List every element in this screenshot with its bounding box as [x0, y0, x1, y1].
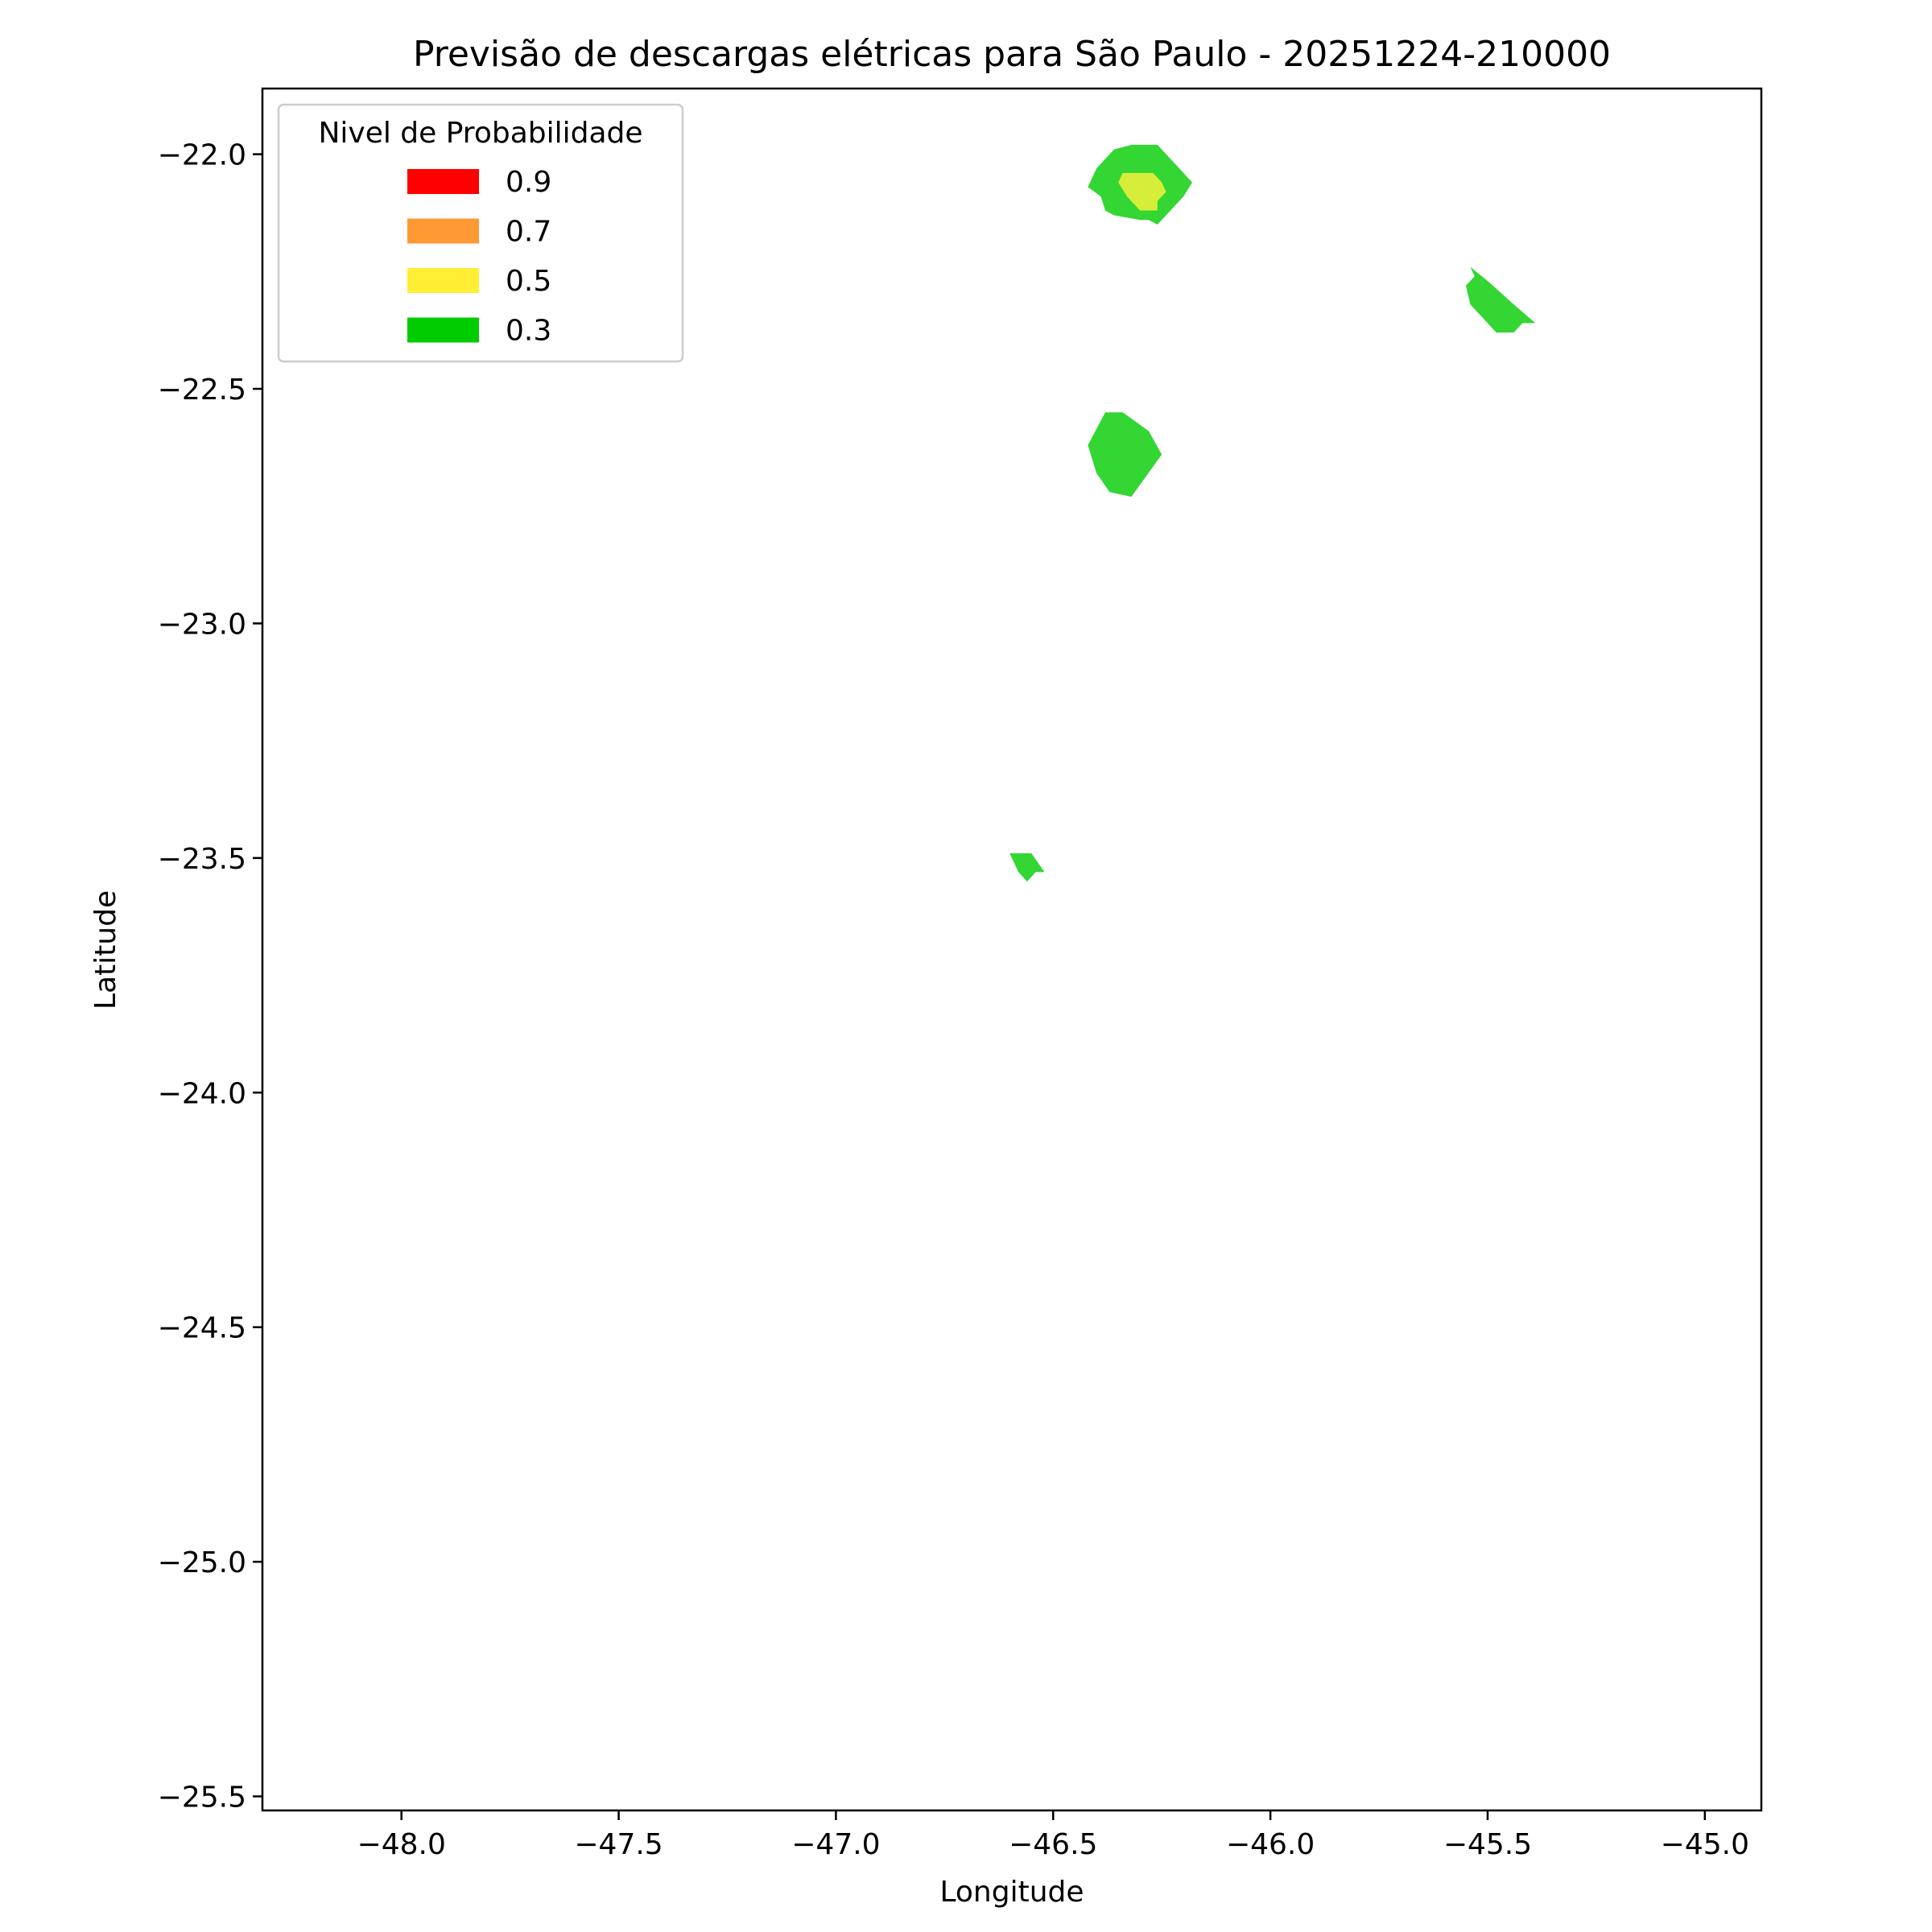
x-tick-label: −45.0: [1661, 1828, 1749, 1861]
y-tick-label: −24.5: [158, 1312, 246, 1345]
x-tick-label: −47.0: [791, 1828, 880, 1861]
plot-frame: [261, 87, 1763, 1812]
y-tick-label: −22.0: [158, 139, 246, 172]
legend-title: Nivel de Probabilidade: [318, 117, 642, 150]
contour-region-2: [1466, 266, 1536, 333]
legend-swatch: [407, 317, 479, 343]
legend: Nivel de Probabilidade 0.9 0.7 0.5 0.3: [277, 103, 684, 363]
x-axis: −48.0 −47.5 −47.0 −46.5 −46.0 −45.5 −45.0: [357, 1810, 1749, 1861]
y-tick-label: −24.0: [158, 1077, 246, 1110]
x-tick-label: −47.5: [574, 1828, 663, 1861]
y-tick-label: −25.5: [158, 1781, 246, 1814]
y-tick-label: −25.0: [158, 1546, 246, 1579]
y-tick-label: −23.0: [158, 608, 246, 641]
y-axis: −22.0 −22.5 −23.0 −23.5 −24.0 −24.5 −25.0 −25.5: [158, 139, 262, 1814]
chart-title: Previsão de descargas elétricas para São…: [413, 34, 1611, 75]
y-tick-label: −22.5: [158, 374, 246, 407]
y-axis-label: Latitude: [89, 890, 122, 1009]
x-tick-label: −46.0: [1226, 1828, 1315, 1861]
legend-label: 0.3: [506, 315, 551, 348]
contour-region-4: [1009, 853, 1045, 881]
x-tick-label: −46.5: [1009, 1828, 1097, 1861]
legend-swatch: [407, 169, 479, 194]
contour-region-3: [1088, 412, 1162, 497]
contour-region-1: [1118, 172, 1166, 211]
legend-label: 0.9: [506, 166, 551, 199]
legend-box: [277, 103, 684, 363]
legend-entries: 0.9 0.7 0.5 0.3: [407, 166, 551, 348]
x-tick-label: −48.0: [357, 1828, 446, 1861]
legend-swatch: [407, 218, 479, 244]
legend-swatch: [407, 268, 479, 293]
y-tick-label: −23.5: [158, 843, 246, 876]
x-axis-label: Longitude: [939, 1876, 1084, 1909]
x-tick-label: −45.5: [1443, 1828, 1532, 1861]
plot-area: [1009, 144, 1536, 881]
legend-label: 0.7: [506, 216, 551, 249]
legend-label: 0.5: [506, 265, 551, 298]
